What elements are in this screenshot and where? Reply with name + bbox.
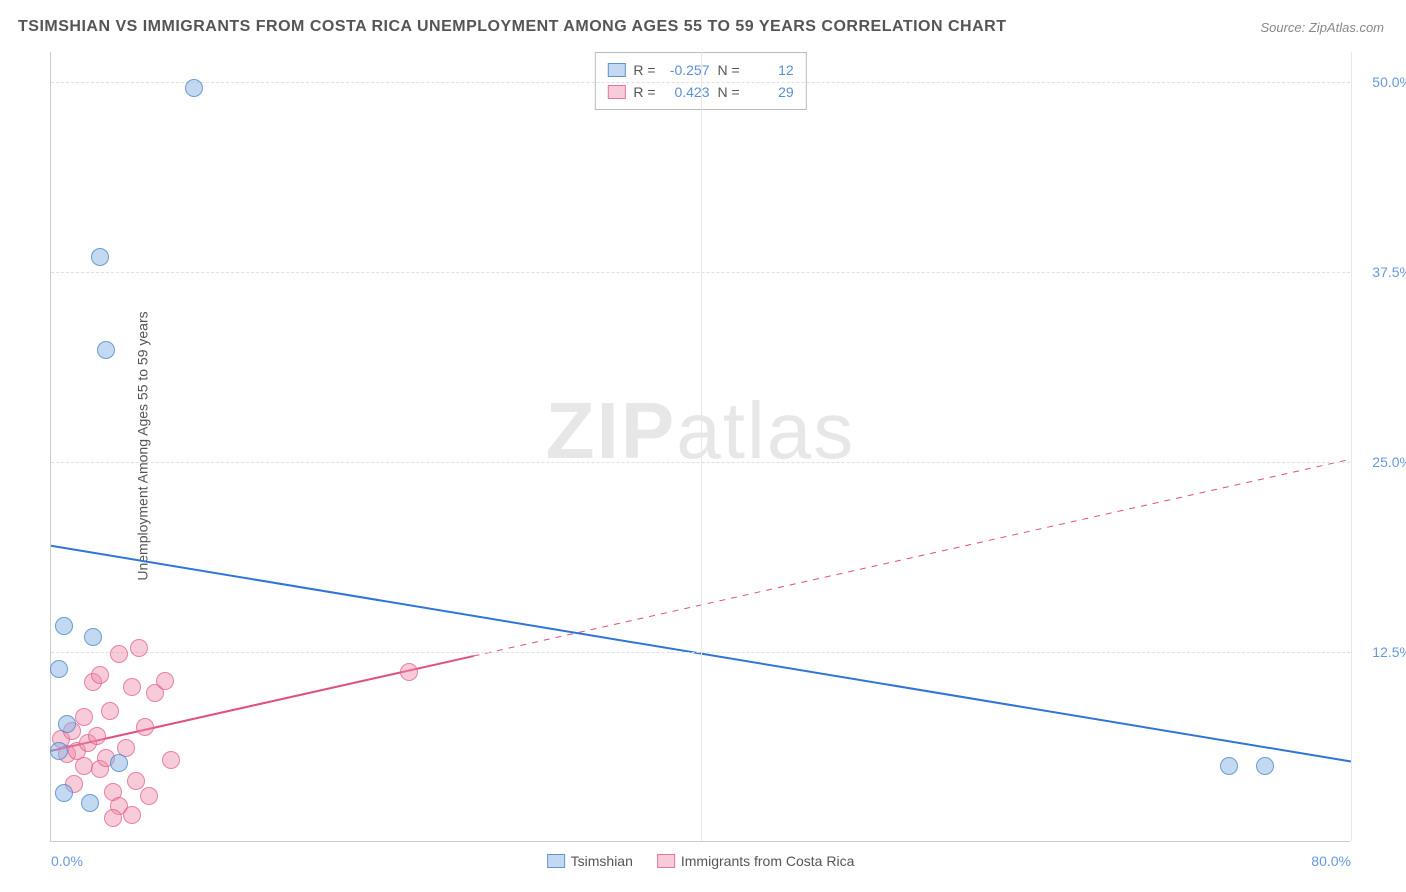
r-value-costarica: 0.423: [664, 84, 710, 100]
data-point: [75, 757, 93, 775]
y-tick-label: 25.0%: [1372, 454, 1406, 470]
swatch-blue-icon: [607, 63, 625, 77]
plot-area: ZIPatlas R = -0.257 N = 12 R = 0.423 N =…: [50, 52, 1350, 842]
data-point: [136, 718, 154, 736]
legend-item-costarica: Immigrants from Costa Rica: [657, 853, 854, 869]
data-point: [104, 809, 122, 827]
data-point: [50, 742, 68, 760]
r-value-tsimshian: -0.257: [664, 62, 710, 78]
data-point: [91, 666, 109, 684]
legend-item-tsimshian: Tsimshian: [547, 853, 633, 869]
data-point: [110, 754, 128, 772]
data-point: [50, 660, 68, 678]
data-point: [156, 672, 174, 690]
data-point: [1220, 757, 1238, 775]
swatch-pink-icon: [657, 854, 675, 868]
data-point: [185, 79, 203, 97]
data-point: [58, 715, 76, 733]
data-point: [81, 794, 99, 812]
r-label: R =: [633, 62, 655, 78]
x-tick-label: 0.0%: [51, 853, 83, 869]
data-point: [55, 617, 73, 635]
gridline-v: [701, 52, 702, 841]
n-label: N =: [718, 84, 740, 100]
chart-title: TSIMSHIAN VS IMMIGRANTS FROM COSTA RICA …: [18, 18, 1007, 36]
legend-label-costarica: Immigrants from Costa Rica: [681, 853, 854, 869]
data-point: [1256, 757, 1274, 775]
source-attribution: Source: ZipAtlas.com: [1260, 20, 1384, 35]
data-point: [400, 663, 418, 681]
n-value-costarica: 29: [748, 84, 794, 100]
data-point: [127, 772, 145, 790]
data-point: [88, 727, 106, 745]
series-legend: Tsimshian Immigrants from Costa Rica: [547, 853, 855, 869]
data-point: [97, 341, 115, 359]
data-point: [84, 628, 102, 646]
y-tick-label: 37.5%: [1372, 264, 1406, 280]
swatch-pink-icon: [607, 85, 625, 99]
data-point: [75, 708, 93, 726]
trend-line: [474, 459, 1352, 656]
legend-label-tsimshian: Tsimshian: [571, 853, 633, 869]
data-point: [101, 702, 119, 720]
data-point: [91, 248, 109, 266]
data-point: [162, 751, 180, 769]
n-label: N =: [718, 62, 740, 78]
data-point: [110, 645, 128, 663]
data-point: [123, 806, 141, 824]
data-point: [123, 678, 141, 696]
y-tick-label: 12.5%: [1372, 644, 1406, 660]
r-label: R =: [633, 84, 655, 100]
x-tick-label: 80.0%: [1311, 853, 1351, 869]
swatch-blue-icon: [547, 854, 565, 868]
data-point: [55, 784, 73, 802]
data-point: [130, 639, 148, 657]
y-tick-label: 50.0%: [1372, 74, 1406, 90]
n-value-tsimshian: 12: [748, 62, 794, 78]
data-point: [140, 787, 158, 805]
gridline-v: [1351, 52, 1352, 841]
